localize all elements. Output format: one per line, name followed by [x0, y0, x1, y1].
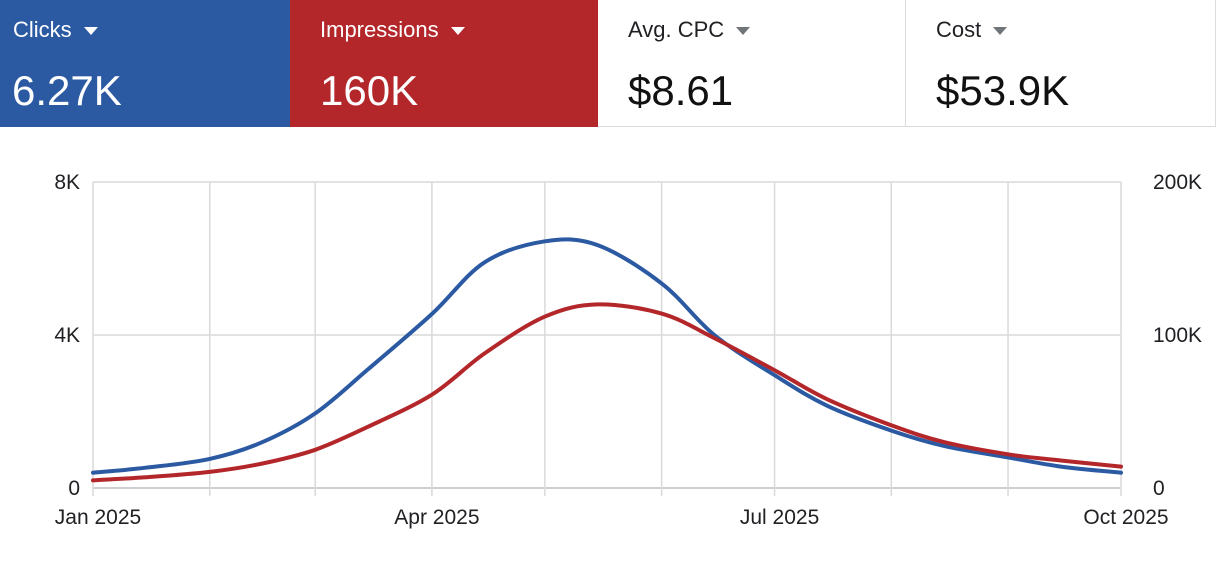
- cost-value: $53.9K: [936, 67, 1070, 114]
- chevron-down-icon[interactable]: [450, 27, 465, 35]
- x-axis-tick-label: Jan 2025: [55, 506, 141, 529]
- metric-cards: Clicks 6.27K Impressions 160K Avg. CPC $…: [0, 0, 1216, 127]
- left-axis-tick-label: 4K: [54, 324, 80, 347]
- x-axis-tick-label: Jul 2025: [740, 506, 819, 529]
- cost-label-text: Cost: [936, 17, 982, 42]
- impressions-metric-card[interactable]: Impressions 160K: [290, 0, 598, 127]
- chevron-down-icon[interactable]: [993, 27, 1008, 35]
- clicks-label: Clicks: [13, 17, 98, 43]
- impressions-value: 160K: [320, 67, 419, 114]
- right-axis-tick-label: 0: [1153, 477, 1165, 500]
- x-axis-tick-label: Oct 2025: [1083, 506, 1168, 529]
- impressions-series-line: [91, 302, 1123, 483]
- impressions-label: Impressions: [320, 17, 465, 43]
- chevron-down-icon[interactable]: [83, 27, 98, 35]
- performance-chart: 0 4K 8K 0 100K 200K Jan 2025 Apr 2025 Jul 2025 Oc…: [54, 171, 1202, 529]
- right-axis-tick-label: 200K: [1153, 171, 1202, 194]
- clicks-series-line: [91, 237, 1123, 475]
- cost-label: Cost: [936, 17, 1008, 43]
- avg-cpc-label-text: Avg. CPC: [628, 17, 725, 42]
- left-axis-tick-label: 0: [68, 477, 80, 500]
- clicks-metric-card[interactable]: Clicks 6.27K: [0, 0, 290, 127]
- left-axis-tick-label: 8K: [54, 171, 80, 194]
- clicks-label-text: Clicks: [13, 17, 72, 42]
- cost-metric-card[interactable]: Cost $53.9K: [906, 0, 1216, 127]
- avg-cpc-metric-card[interactable]: Avg. CPC $8.61: [598, 0, 906, 127]
- avg-cpc-label: Avg. CPC: [628, 17, 751, 43]
- clicks-value: 6.27K: [12, 67, 122, 114]
- avg-cpc-value: $8.61: [628, 67, 734, 114]
- right-axis-tick-label: 100K: [1153, 324, 1202, 347]
- chevron-down-icon[interactable]: [736, 27, 751, 35]
- impressions-label-text: Impressions: [320, 17, 439, 42]
- x-axis-tick-label: Apr 2025: [394, 506, 479, 529]
